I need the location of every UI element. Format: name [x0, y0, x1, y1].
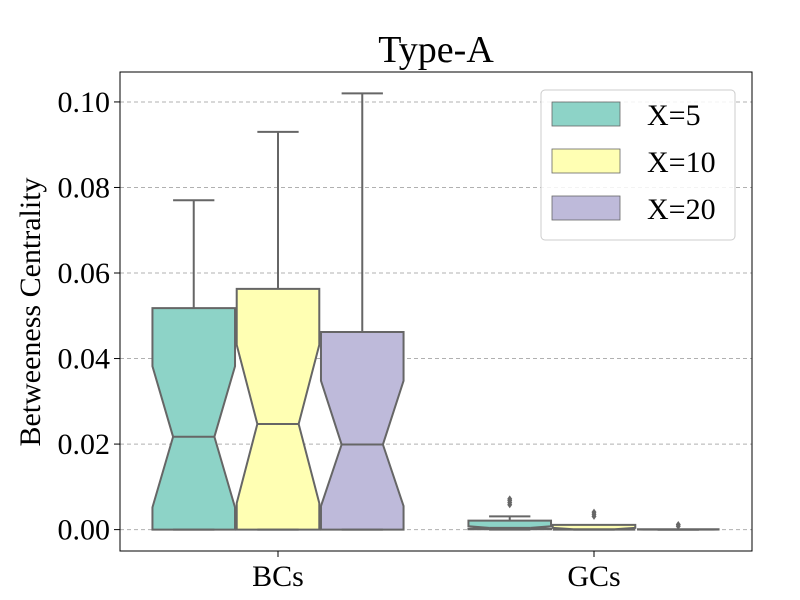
boxes	[151, 92, 720, 531]
legend-label: X=5	[647, 99, 701, 132]
box-body	[235, 287, 321, 531]
box-gcs-x5	[467, 495, 553, 531]
y-tick-label: 0.00	[58, 514, 111, 547]
legend-label: X=10	[647, 146, 716, 179]
box-body	[551, 523, 637, 531]
y-tick-label: 0.04	[58, 343, 111, 376]
y-axis-label: Betweeness Centrality	[14, 177, 47, 446]
y-tick-label: 0.10	[58, 86, 111, 119]
legend-swatch	[551, 101, 621, 127]
box-body	[151, 307, 237, 531]
outlier-point	[591, 508, 597, 516]
outlier-point	[675, 520, 681, 528]
y-tick-label: 0.02	[58, 428, 111, 461]
y-tick-label: 0.08	[58, 171, 111, 204]
outlier-point	[507, 495, 513, 503]
box-gcs-x20	[636, 520, 720, 531]
chart-title: Type-A	[378, 29, 494, 71]
box-body	[319, 331, 405, 531]
legend-swatch	[551, 148, 621, 174]
plot-frame	[119, 71, 753, 552]
box-bcs-x20	[319, 92, 405, 531]
box-bcs-x5	[151, 199, 237, 531]
legend-label: X=20	[647, 193, 716, 226]
legend-swatch	[551, 195, 621, 221]
legend: X=5 X=10 X=20	[540, 89, 736, 241]
axis-ticks: 0.00 0.02 0.04 0.06 0.08 0.10 BCs GCs	[58, 86, 621, 593]
box-bcs-x10	[235, 130, 321, 531]
x-tick-label-gcs: GCs	[567, 560, 620, 593]
y-tick-label: 0.06	[58, 257, 111, 290]
box-gcs-x10	[551, 508, 637, 531]
x-tick-label-bcs: BCs	[252, 560, 304, 593]
